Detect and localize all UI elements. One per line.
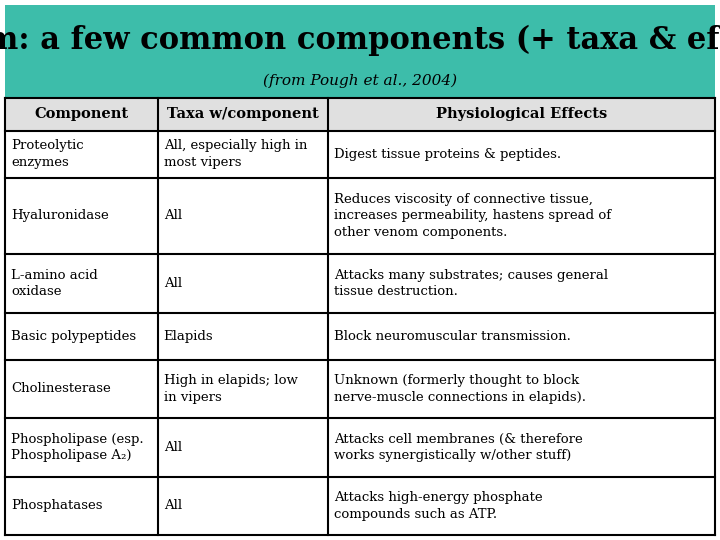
Text: All: All (163, 441, 181, 454)
Text: High in elapids; low
in vipers: High in elapids; low in vipers (163, 374, 297, 404)
Text: All: All (163, 277, 181, 290)
Text: Proteolytic
enzymes: Proteolytic enzymes (11, 139, 84, 169)
Text: Hyaluronidase: Hyaluronidase (11, 210, 109, 222)
Bar (5, 98, 715, 131)
Text: Component: Component (35, 107, 128, 121)
Bar (5, 5, 715, 98)
Text: Reduces viscosity of connective tissue,
increases permeability, hastens spread o: Reduces viscosity of connective tissue, … (334, 193, 611, 239)
Text: Phospholipase (esp.
Phospholipase A₂): Phospholipase (esp. Phospholipase A₂) (11, 433, 143, 462)
Text: All: All (163, 500, 181, 512)
Text: Unknown (formerly thought to block
nerve-muscle connections in elapids).: Unknown (formerly thought to block nerve… (334, 374, 586, 404)
Text: All, especially high in
most vipers: All, especially high in most vipers (163, 139, 307, 169)
Text: Basic polypeptides: Basic polypeptides (11, 329, 136, 343)
Text: Digest tissue proteins & peptides.: Digest tissue proteins & peptides. (334, 147, 561, 160)
Text: Physiological Effects: Physiological Effects (436, 107, 607, 121)
Text: Taxa w/component: Taxa w/component (167, 107, 319, 121)
Text: Block neuromuscular transmission.: Block neuromuscular transmission. (334, 329, 571, 343)
Text: Attacks high-energy phosphate
compounds such as ATP.: Attacks high-energy phosphate compounds … (334, 491, 543, 521)
Text: Elapids: Elapids (163, 329, 213, 343)
Text: Attacks many substrates; causes general
tissue destruction.: Attacks many substrates; causes general … (334, 268, 608, 298)
Text: Phosphatases: Phosphatases (11, 500, 102, 512)
Text: Cholinesterase: Cholinesterase (11, 382, 111, 395)
Text: All: All (163, 210, 181, 222)
Text: (from Pough et al., 2004): (from Pough et al., 2004) (263, 74, 457, 88)
Text: Attacks cell membranes (& therefore
works synergistically w/other stuff): Attacks cell membranes (& therefore work… (334, 433, 582, 462)
Text: L-amino acid
oxidase: L-amino acid oxidase (11, 268, 98, 298)
Text: Venom: a few common components (+ taxa & effects): Venom: a few common components (+ taxa &… (0, 25, 720, 56)
